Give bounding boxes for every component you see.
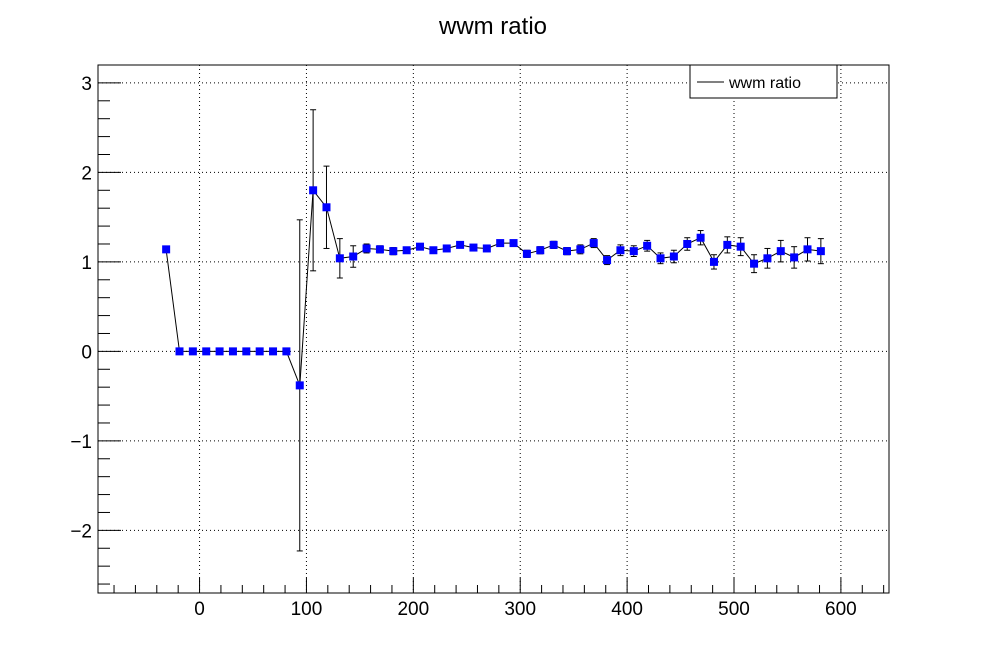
data-point [242,347,251,356]
data-point [375,245,384,254]
data-point [603,256,612,265]
grid-layer [98,65,889,593]
x-tick-label: 200 [397,599,429,620]
data-point [629,247,638,256]
data-point [416,242,425,251]
data-point [482,244,491,253]
data-point [522,249,531,258]
data-point [282,347,291,356]
data-point [816,247,825,256]
data-point [750,259,759,268]
data-point [295,381,304,390]
data-point [188,347,197,356]
data-point [309,186,318,195]
y-tick-label: 0 [81,342,92,363]
data-point [215,347,224,356]
data-point [402,246,411,255]
x-tick-label: 600 [825,599,857,620]
data-point [269,347,278,356]
data-point [255,347,264,356]
data-point [709,257,718,266]
series-layer [162,109,825,552]
data-point [616,246,625,255]
axis-layer: 0 100 200 300 400 500 600 −2 −1 0 1 2 3 [70,64,890,620]
data-point [683,239,692,248]
data-point [469,243,478,252]
data-point [202,347,211,356]
data-point [763,254,772,263]
data-point [429,246,438,255]
data-point [442,244,451,253]
data-point [562,247,571,256]
y-tick-label: −1 [70,432,92,453]
data-point [549,240,558,249]
data-point [669,252,678,261]
data-point [162,245,171,254]
data-point [349,252,358,261]
data-point [643,241,652,250]
legend: wwm ratio [689,64,838,99]
x-tick-label: 500 [718,599,750,620]
legend-entry-label: wwm ratio [728,75,801,92]
data-point [803,245,812,254]
data-point [175,347,184,356]
chart-title: wwm ratio [438,13,547,40]
data-point [228,347,237,356]
data-point [790,253,799,262]
x-tick-label: 300 [504,599,536,620]
data-point [335,254,344,263]
data-point [362,244,371,253]
data-point [509,239,518,248]
data-point [536,246,545,255]
x-tick-label: 100 [291,599,323,620]
data-point [322,203,331,212]
data-point [656,254,665,263]
data-point [389,247,398,256]
data-point [496,239,505,248]
series-line [165,188,821,386]
x-tick-label: 0 [194,599,205,620]
y-tick-label: 2 [81,163,92,184]
y-tick-label: 3 [81,74,92,95]
data-point [456,240,465,249]
data-point [776,247,785,256]
plot-frame [97,64,890,594]
data-point [736,242,745,251]
data-point [589,239,598,248]
data-point [723,240,732,249]
y-tick-label: 1 [81,253,92,274]
x-tick-label: 400 [611,599,643,620]
data-point [696,233,705,242]
legend-box [689,64,838,99]
y-tick-label: −2 [70,521,92,542]
data-point [576,245,585,254]
